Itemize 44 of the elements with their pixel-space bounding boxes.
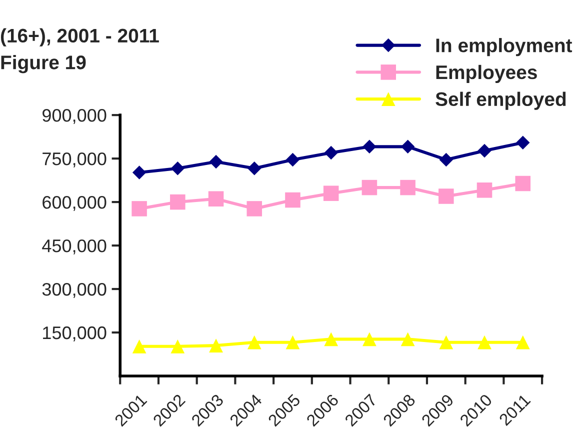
- point: [438, 188, 454, 204]
- point: [170, 162, 185, 176]
- point: [400, 140, 415, 154]
- point: [285, 192, 300, 208]
- point: [286, 152, 300, 167]
- point: [324, 332, 338, 346]
- y-tick-label: 450,000: [42, 239, 106, 254]
- y-tick-label: 300,000: [42, 282, 106, 298]
- point: [400, 180, 416, 196]
- point: [209, 154, 223, 169]
- point: [439, 152, 454, 167]
- point: [478, 335, 492, 350]
- chart-title: (16+), 2001 - 2011: [0, 28, 159, 46]
- point: [323, 186, 339, 201]
- point: [515, 176, 531, 192]
- point: [516, 335, 530, 350]
- point: [208, 191, 224, 206]
- point: [362, 332, 376, 346]
- point: [209, 338, 223, 352]
- point: [439, 335, 454, 350]
- point: [170, 194, 186, 210]
- point: [246, 201, 262, 216]
- legend-label: In employment: [436, 38, 572, 56]
- point: [400, 332, 415, 346]
- point: [248, 162, 262, 176]
- y-tick-label: 900,000: [42, 109, 106, 124]
- point: [324, 146, 338, 160]
- y-tick-label: 150,000: [43, 326, 106, 342]
- point: [132, 201, 147, 216]
- point: [362, 180, 378, 196]
- point: [286, 335, 300, 350]
- point: [476, 182, 492, 198]
- point: [362, 140, 376, 154]
- y-tick-label: 750,000: [42, 152, 106, 168]
- point: [132, 166, 146, 180]
- point: [478, 144, 492, 158]
- point: [170, 339, 185, 354]
- y-tick-label: 600,000: [42, 196, 106, 211]
- legend-label: Employees: [436, 64, 537, 84]
- point: [132, 339, 146, 354]
- point: [247, 335, 262, 350]
- chart-subtitle: Figure 19: [1, 55, 86, 74]
- point: [516, 136, 530, 150]
- legend-label: Self employed: [436, 92, 566, 110]
